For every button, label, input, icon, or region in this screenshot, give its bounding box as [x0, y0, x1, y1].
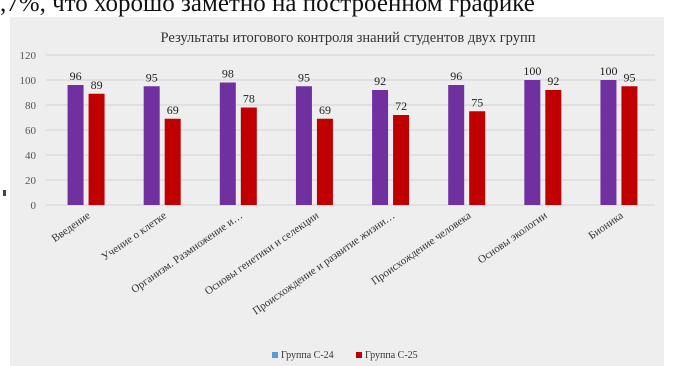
bar — [372, 90, 389, 205]
data-label: 96 — [450, 69, 462, 83]
y-axis-ticks: 0 20 40 60 80 100 120 — [20, 50, 37, 212]
category-label: Основы экологии — [476, 210, 550, 267]
document-text-line: ,7%, что хорошо заметно на построенном г… — [0, 0, 535, 17]
data-label: 98 — [222, 67, 234, 81]
data-label: 69 — [319, 103, 331, 117]
y-tick-label: 120 — [20, 50, 37, 62]
data-label: 96 — [70, 69, 82, 83]
bar — [164, 118, 181, 205]
data-label: 95 — [146, 70, 158, 84]
category-label: Бионика — [586, 210, 625, 243]
bar — [316, 118, 333, 205]
bar — [219, 82, 236, 205]
legend-label: Группа С-24 — [281, 350, 334, 361]
legend: Группа С-24 Группа С-25 — [272, 350, 418, 361]
data-label: 69 — [167, 103, 179, 117]
bars — [67, 80, 638, 205]
data-label: 72 — [395, 99, 407, 113]
bar — [448, 85, 465, 205]
bar — [240, 107, 257, 205]
bar-chart: 0 20 40 60 80 100 120 96 89 95 69 98 78 95 69 92 72 96 75… — [20, 30, 655, 361]
data-label: 75 — [471, 95, 483, 109]
data-label: 95 — [623, 70, 635, 84]
legend-swatch — [356, 352, 362, 358]
bar — [143, 86, 160, 205]
bar — [600, 80, 617, 205]
bar — [545, 90, 562, 205]
data-label: 95 — [298, 70, 310, 84]
bar — [88, 93, 105, 205]
page-edge-mark — [3, 190, 6, 196]
chart-panel: 0 20 40 60 80 100 120 96 89 95 69 98 78 95 69 92 72 96 75… — [10, 17, 664, 366]
y-tick-label: 0 — [31, 200, 37, 212]
bar — [524, 80, 541, 205]
data-label: 78 — [243, 92, 255, 106]
category-label: Происхождение и развитие жизни… — [251, 210, 398, 318]
category-label: Учение о клетке — [99, 210, 169, 264]
bar — [621, 86, 638, 205]
bar — [67, 85, 84, 205]
chart-title: Результаты итогового контроля знаний сту… — [160, 30, 535, 46]
category-label: Введение — [50, 210, 93, 245]
y-tick-label: 40 — [25, 150, 37, 162]
data-label: 100 — [599, 64, 617, 78]
data-label: 89 — [91, 78, 103, 92]
bar — [295, 86, 312, 205]
data-label: 100 — [523, 64, 541, 78]
bar — [469, 111, 486, 205]
y-tick-label: 60 — [25, 125, 37, 137]
y-tick-label: 80 — [25, 100, 37, 112]
y-tick-label: 100 — [20, 75, 37, 87]
data-label: 92 — [547, 74, 559, 88]
bar — [393, 115, 410, 205]
legend-label: Группа С-25 — [365, 350, 418, 361]
y-tick-label: 20 — [25, 175, 37, 187]
data-labels: 96 89 95 69 98 78 95 69 92 72 96 75 100 92 100 95 — [70, 64, 636, 117]
data-label: 92 — [374, 74, 386, 88]
legend-swatch — [272, 352, 278, 358]
gridlines — [46, 54, 655, 206]
